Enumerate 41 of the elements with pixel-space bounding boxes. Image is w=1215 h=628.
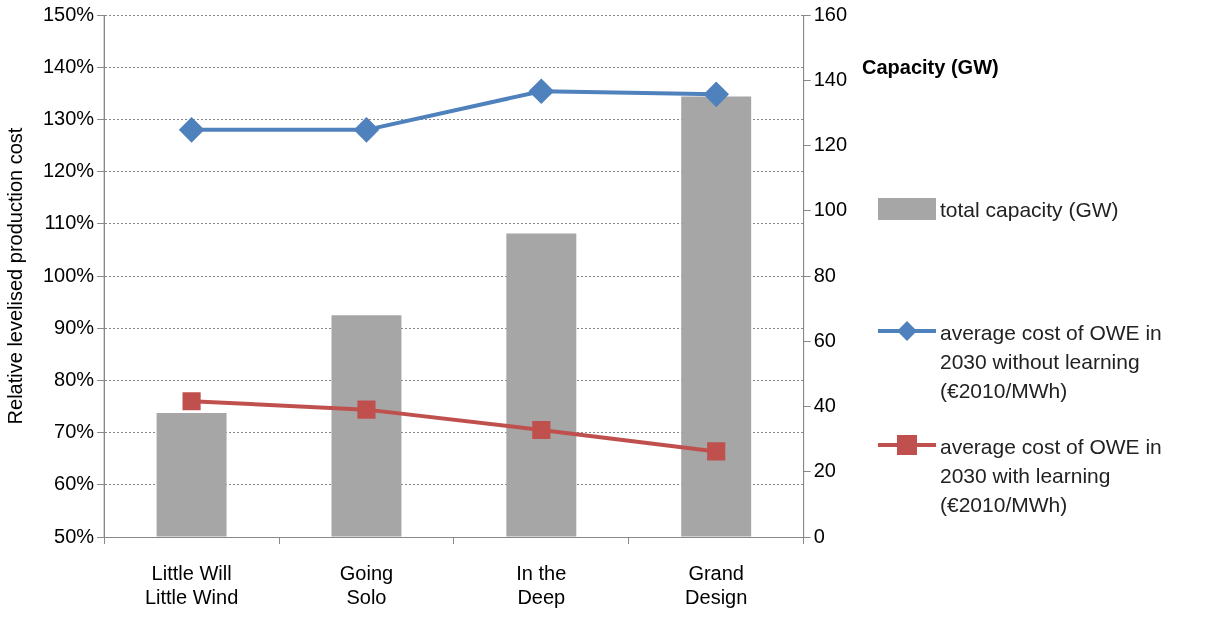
x-tick-label: Going Solo	[339, 561, 394, 608]
y-tick-label: 70%	[54, 420, 95, 443]
point	[704, 82, 729, 107]
y2-tick-label: 100	[813, 198, 848, 221]
point	[707, 442, 726, 461]
legend-label: average cost of OWE in 2030 without learning (€2010/MWh)	[940, 320, 1163, 404]
y2-tick-label: 140	[813, 67, 848, 90]
bar	[506, 233, 577, 537]
y2-tick-label: 160	[813, 2, 848, 25]
y2-tick-label: 40	[813, 394, 836, 417]
y-tick-label: 80%	[54, 367, 95, 390]
y2-tick-label: 0	[813, 524, 825, 547]
x-tick-label: Little Will Little Wind	[144, 561, 239, 608]
y-tick-label: 150%	[43, 2, 95, 25]
x-tick-label: In the Deep	[516, 561, 567, 608]
y2-tick-label: 60	[813, 328, 836, 351]
y2-tick-label: 120	[813, 133, 848, 156]
y-tick-label: 140%	[43, 54, 95, 77]
y-tick-label: 50%	[54, 524, 95, 547]
bar	[681, 96, 752, 537]
point	[179, 117, 204, 142]
point	[354, 117, 379, 142]
point	[532, 420, 551, 440]
y-tick-label: 60%	[54, 472, 95, 495]
bar	[331, 315, 402, 537]
y-tick-label: 130%	[43, 106, 95, 129]
legend-label: total capacity (GW)	[940, 197, 1120, 223]
point	[529, 79, 554, 104]
y-tick-label: 110%	[44, 211, 95, 234]
y2-axis-title: Capacity (GW)	[862, 56, 999, 79]
point	[182, 392, 201, 411]
y-tick-label: 120%	[43, 159, 95, 182]
y-axis-title: Relative levelised production cost	[4, 127, 26, 425]
bar	[156, 413, 227, 537]
x-tick-label: Grand Design	[685, 561, 748, 608]
y-tick-label: 100%	[43, 263, 95, 286]
y2-tick-label: 80	[813, 263, 836, 286]
y-tick-label: 90%	[54, 315, 95, 338]
legend-label: average cost of OWE in 2030 with learning (€2010/MWh)	[940, 434, 1163, 518]
y2-tick-label: 20	[813, 459, 836, 482]
point	[357, 400, 376, 419]
